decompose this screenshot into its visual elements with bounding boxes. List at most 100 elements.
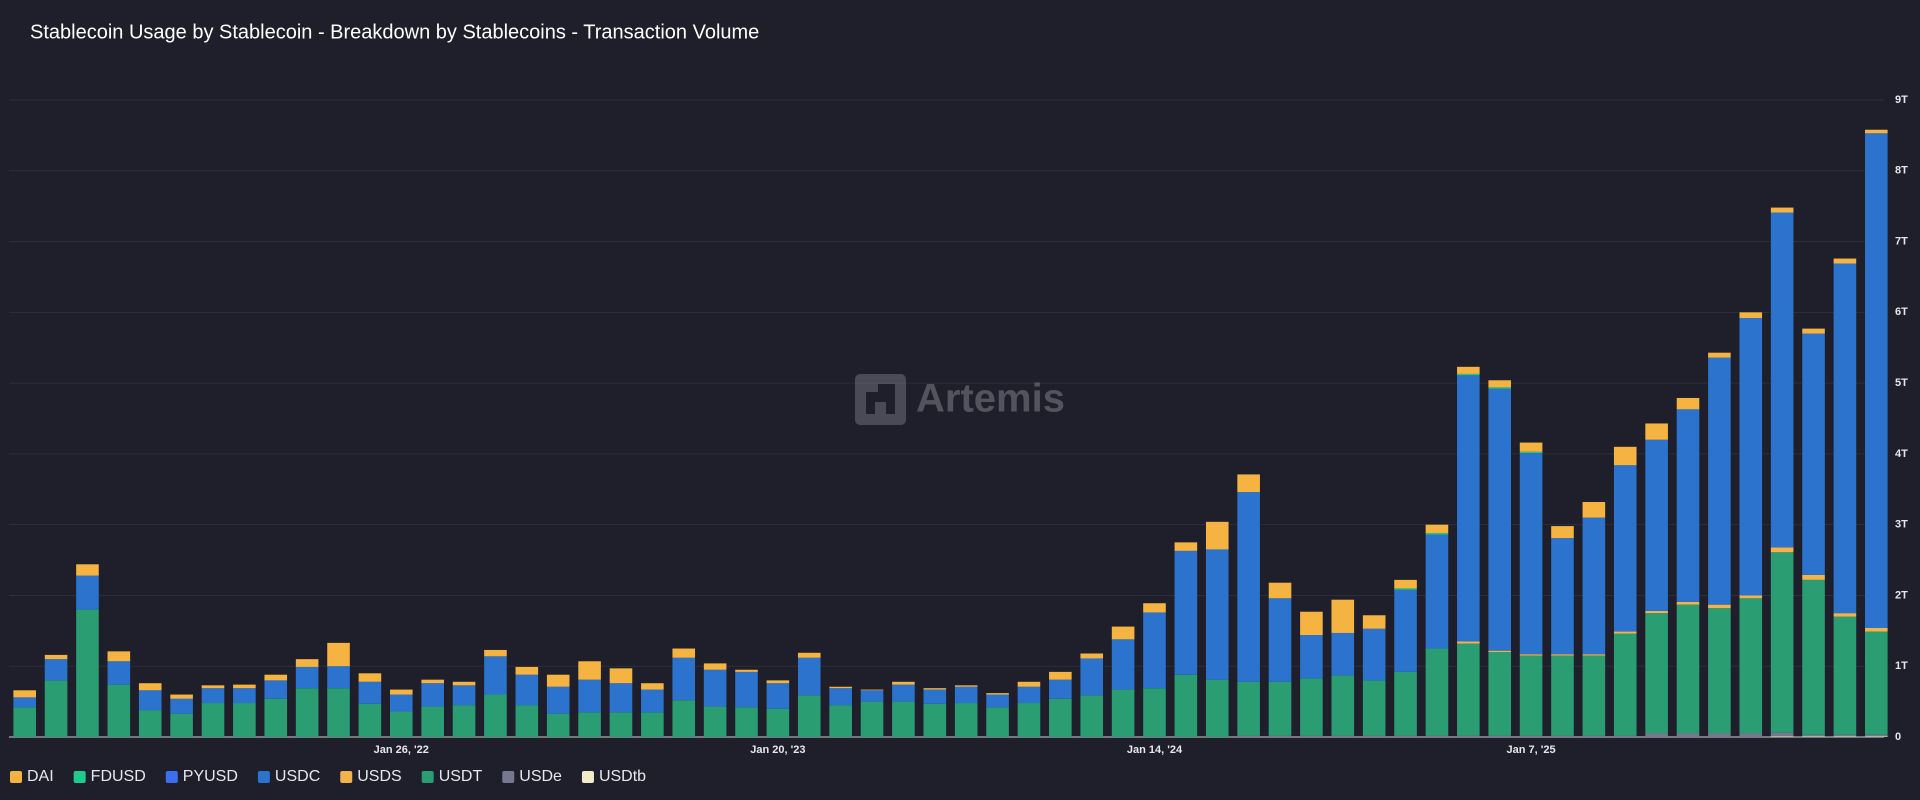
- bar-segment: [1865, 734, 1888, 737]
- bar-segment: [1739, 598, 1763, 734]
- bar-segment: [1425, 648, 1449, 736]
- legend-label: USDe: [519, 768, 562, 785]
- bar-segment: [1488, 652, 1512, 736]
- bar-segment: [107, 661, 131, 685]
- bar-segment: [1205, 549, 1229, 680]
- bar-segment: [1519, 442, 1543, 452]
- bar-segment: [1551, 526, 1574, 539]
- bar-segment: [1833, 734, 1857, 737]
- bar-segment: [1394, 671, 1417, 736]
- bar-segment: [233, 688, 256, 704]
- bar-segment: [1111, 626, 1135, 640]
- bar-segment: [1833, 258, 1857, 264]
- bar-segment: [860, 689, 884, 691]
- bar-segment: [1394, 589, 1417, 672]
- bar-segment: [829, 705, 852, 737]
- bar-segment: [1300, 678, 1323, 736]
- legend-label: USDS: [357, 768, 401, 785]
- bar-segment: [1645, 613, 1668, 734]
- x-tick-label: Jan 26, '22: [374, 744, 429, 756]
- legend-swatch: [257, 771, 270, 783]
- legend-label: DAI: [27, 768, 54, 785]
- y-tick-label: 2T: [1895, 589, 1908, 601]
- bar-segment: [1551, 655, 1574, 736]
- bar-segment: [1802, 736, 1825, 737]
- bar-segment: [954, 703, 978, 737]
- bar-segment: [1770, 547, 1794, 553]
- bar-segment: [1237, 681, 1260, 736]
- bar-segment: [1017, 686, 1041, 704]
- bar-segment: [1362, 680, 1386, 736]
- bar-segment: [1394, 579, 1417, 589]
- bar-segment: [1708, 604, 1731, 609]
- bar-segment: [484, 694, 507, 737]
- bar-segment: [986, 694, 1009, 708]
- bar-segment: [954, 686, 978, 704]
- bar-segment: [1551, 538, 1574, 655]
- bar-segment: [170, 713, 193, 737]
- legend-label: USDC: [275, 768, 320, 785]
- bar-segment: [515, 705, 539, 737]
- bar-segment: [515, 666, 539, 675]
- bar-segment: [1457, 373, 1480, 376]
- bar-segment: [452, 685, 476, 706]
- bar-segment: [1519, 655, 1543, 736]
- bar-segment: [1833, 613, 1857, 617]
- bar-segment: [578, 661, 601, 680]
- bar-segment: [358, 673, 382, 682]
- y-tick-label: 5T: [1895, 377, 1908, 389]
- bar-segment: [1551, 654, 1574, 656]
- bar-segment: [1833, 616, 1857, 735]
- bar-segment: [1676, 409, 1700, 602]
- bar-segment: [1268, 582, 1292, 599]
- bar-segment: [1237, 492, 1260, 682]
- bar-segment: [515, 674, 539, 706]
- bar-segment: [327, 666, 350, 689]
- bar-segment: [76, 609, 99, 737]
- bar-segment: [1613, 631, 1637, 634]
- bar-segment: [1833, 263, 1857, 614]
- bar-segment: [735, 669, 758, 672]
- bar-segment: [170, 698, 193, 714]
- bar-segment: [1080, 658, 1104, 696]
- bar-segment: [1676, 733, 1700, 737]
- bar-segment: [1802, 579, 1825, 735]
- bar-segment: [1300, 735, 1323, 737]
- chart-title: Stablecoin Usage by Stablecoin - Breakdo…: [30, 21, 759, 43]
- bar-segment: [1645, 733, 1668, 737]
- bar-segment: [421, 706, 444, 737]
- grid: [9, 99, 1884, 738]
- bar-segment: [452, 681, 476, 686]
- bar-segment: [138, 690, 162, 711]
- bar-segment: [1645, 611, 1668, 614]
- bar-segment: [641, 689, 664, 713]
- watermark-logo-glyph: [866, 384, 895, 414]
- x-tick-label: Jan 7, '25: [1507, 744, 1556, 756]
- legend-swatch: [502, 771, 515, 783]
- bar-segment: [1457, 375, 1480, 642]
- bar-segment: [201, 703, 225, 737]
- bar-segment: [264, 674, 288, 681]
- bar-segment: [1582, 654, 1606, 656]
- bar-segment: [1770, 207, 1794, 213]
- bar-segment: [892, 681, 915, 685]
- bar-segment: [766, 708, 790, 737]
- bar-segment: [1551, 735, 1574, 737]
- bar-segment: [1425, 533, 1449, 535]
- bar-segment: [389, 694, 413, 712]
- bar-segment: [829, 686, 852, 689]
- bar-segment: [986, 693, 1009, 695]
- bar-segment: [1802, 328, 1825, 334]
- bar-segment: [1739, 317, 1763, 596]
- legend-label: PYUSD: [183, 768, 238, 785]
- bar-segment: [609, 712, 633, 737]
- y-tick-label: 0: [1895, 731, 1901, 743]
- legend-swatch: [10, 771, 22, 783]
- legend-swatch: [421, 771, 434, 783]
- bar-segment: [1143, 688, 1166, 737]
- bar-segment: [327, 688, 350, 737]
- bar-segment: [797, 652, 821, 658]
- bar-segment: [860, 701, 884, 737]
- bar-segment: [1080, 653, 1104, 659]
